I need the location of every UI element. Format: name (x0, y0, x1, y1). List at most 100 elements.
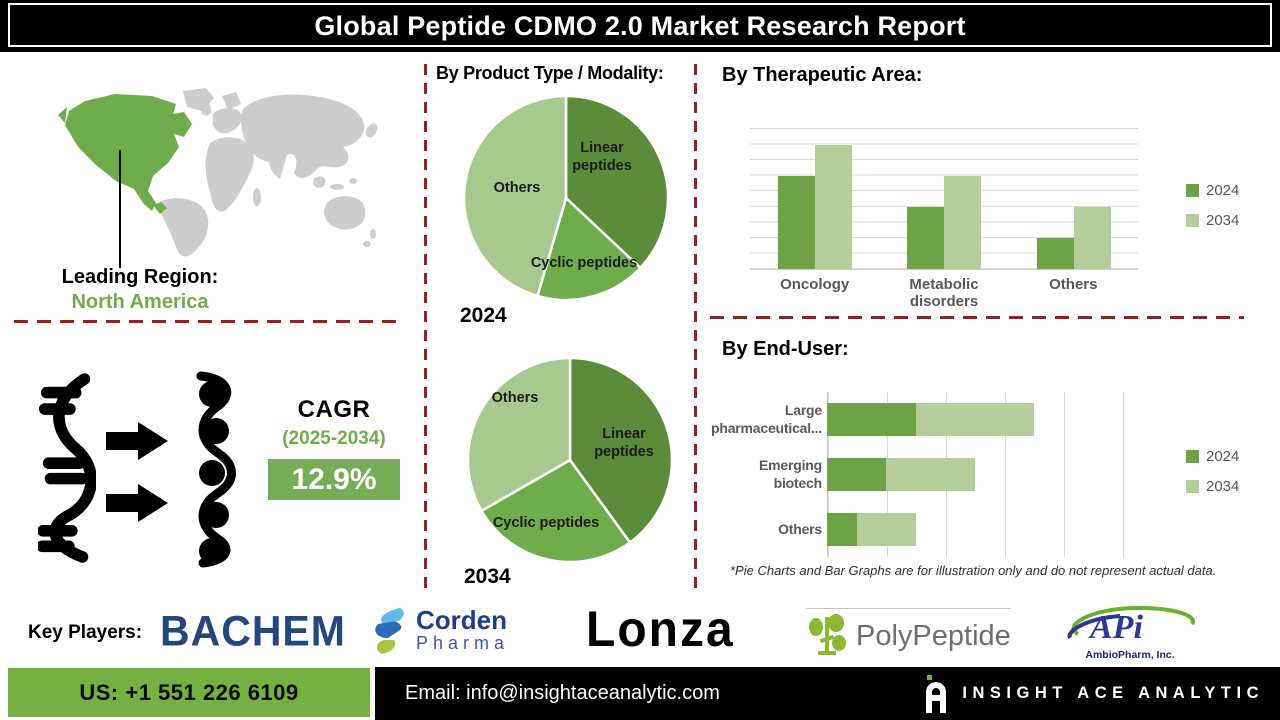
section-heading-therapeutic: By Therapeutic Area: (722, 64, 923, 86)
north-america-region (65, 94, 192, 211)
key-players-strip: Key Players: BACHEM Corden Pharma Lonza (0, 600, 1280, 665)
bar-segment-2024 (827, 513, 857, 546)
bar-2034 (815, 144, 852, 269)
category-label: Metabolic disorders (909, 276, 979, 310)
pie-slice-cyclic-peptides (536, 196, 642, 302)
pie-slice-label: Linear peptides (572, 140, 632, 175)
insight-ace-logo (926, 674, 947, 713)
ambiopharm-api-logo: APi AmbioPharm, Inc. (1055, 604, 1205, 661)
divider-dashed (14, 320, 404, 323)
bar-row-large-pharmaceutical-: Large pharmaceutical... (710, 392, 1140, 447)
bar-row-emerging-biotech: Emerging biotech (710, 447, 1140, 502)
corden-logo-text: Corden (416, 605, 507, 636)
stacked-bar (827, 403, 1034, 436)
south-america-shape (160, 198, 209, 257)
dna-icon (38, 373, 96, 563)
corden-logo-subtext: Pharma (416, 633, 510, 654)
bar-segment-2034 (886, 458, 975, 491)
footer-contact-block: Email: info@insightaceanalytic.com INSIG… (375, 667, 1280, 720)
key-players-label: Key Players: (28, 622, 143, 643)
pie-slice-label: Others (493, 180, 541, 196)
bar-segment-2034 (915, 403, 1034, 436)
ambiopharm-logo-text: AmbioPharm, Inc. (1085, 649, 1175, 661)
pie-slice-others (462, 94, 568, 298)
cagr-value-badge: 12.9% (268, 459, 400, 500)
legend-swatch-2024 (1186, 184, 1199, 197)
bar-segment-2034 (856, 513, 916, 546)
lonza-logo: Lonza (586, 601, 735, 658)
cagr-label: CAGR (297, 396, 371, 423)
polypeptide-logo: PolyPeptide (806, 608, 1011, 659)
bar-2024 (1036, 237, 1074, 269)
therapeutic-category-axis: Oncology Metabolic disorders Others (750, 276, 1138, 310)
bar-row-others: Others (710, 502, 1140, 557)
bar-group-oncology (750, 129, 879, 269)
region-section: Leading Region: North America (0, 52, 420, 600)
pie-slice-label: Others (491, 390, 539, 406)
pie-slice-label: Cyclic peptides (530, 255, 638, 271)
world-map (58, 88, 378, 257)
pie-slice-label: Cyclic peptides (492, 515, 600, 531)
pie-chart-2034: Others Linear peptides Cyclic peptides (465, 355, 675, 565)
legend-label: 2024 (1206, 448, 1240, 465)
category-label: Emerging biotech (759, 457, 822, 491)
pie-slice-cyclic-peptides (480, 458, 632, 564)
bar-group-metabolic-disorders (879, 129, 1008, 269)
legend-end-user: 2024 2034 (1186, 448, 1239, 508)
phone-number: US: +1 551 226 6109 (79, 679, 299, 705)
legend-swatch-2034 (1186, 480, 1199, 493)
polypeptide-icon (809, 614, 846, 655)
pie-slice-others (466, 356, 572, 513)
divider-dashed (710, 316, 1244, 319)
svg-text:APi: APi (1088, 609, 1143, 646)
bar-2024 (778, 175, 815, 269)
bar-2034 (1073, 206, 1111, 269)
pie-slice-linear-peptides (564, 94, 670, 270)
disclaimer-footnote: *Pie Charts and Bar Graphs are for illus… (730, 563, 1217, 578)
pie-slice-label: Linear peptides (594, 426, 654, 461)
category-label: Oncology (780, 276, 850, 293)
arrow-right-icon (106, 484, 168, 522)
pie-chart-2024: Linear peptides Others Cyclic peptides (461, 93, 671, 303)
cagr-period: (2025-2034) (282, 428, 386, 449)
bar-2034 (944, 175, 982, 269)
bar-2024 (907, 206, 945, 269)
legend-swatch-2034 (1186, 214, 1199, 227)
legend-label: 2024 (1206, 182, 1240, 199)
divider-dashed (694, 64, 697, 592)
therapeutic-bar-chart (750, 128, 1138, 270)
arrow-right-icon (106, 422, 168, 460)
polypeptide-logo-text: PolyPeptide (856, 619, 1011, 652)
bar-group-others (1009, 129, 1138, 269)
stacked-bar (827, 513, 916, 546)
map-leader-line (119, 150, 121, 268)
pie-caption-2034: 2034 (464, 565, 511, 588)
api-swoosh-icon: APi (1067, 605, 1195, 646)
pie-caption-2024: 2024 (460, 304, 507, 327)
peptide-chain-icon (196, 371, 236, 568)
corden-pharma-logo: Corden Pharma (370, 606, 509, 656)
page-title: Global Peptide CDMO 2.0 Market Research … (314, 11, 966, 41)
right-charts-section: By Therapeutic Area: Oncology Metabolic d… (710, 52, 1280, 600)
leading-region-label: Leading Region: (61, 266, 219, 288)
product-type-section: By Product Type / Modality: Linear pepti… (424, 52, 697, 600)
section-heading-end-user: By End-User: (722, 338, 849, 360)
brand-name: INSIGHT ACE ANALYTIC (962, 684, 1264, 702)
stacked-bar (827, 458, 975, 491)
bar-segment-2024 (827, 403, 916, 436)
title-bar: Global Peptide CDMO 2.0 Market Research … (0, 0, 1280, 52)
corden-pharma-icon (375, 608, 404, 654)
category-label: Others (1049, 276, 1098, 293)
brand-block: INSIGHT ACE ANALYTIC (924, 674, 1264, 713)
category-label: Large pharmaceutical... (711, 402, 822, 436)
pie-slice-linear-peptides (568, 356, 674, 544)
footer-phone-block: US: +1 551 226 6109 (8, 668, 370, 717)
legend-label: 2034 (1206, 212, 1240, 229)
bachem-logo: BACHEM (160, 606, 346, 656)
legend-label: 2034 (1206, 478, 1240, 495)
divider-dashed (424, 64, 427, 592)
legend-therapeutic: 2024 2034 (1186, 182, 1239, 242)
bar-segment-2024 (827, 458, 886, 491)
section-heading-product-type: By Product Type / Modality: (436, 63, 664, 83)
